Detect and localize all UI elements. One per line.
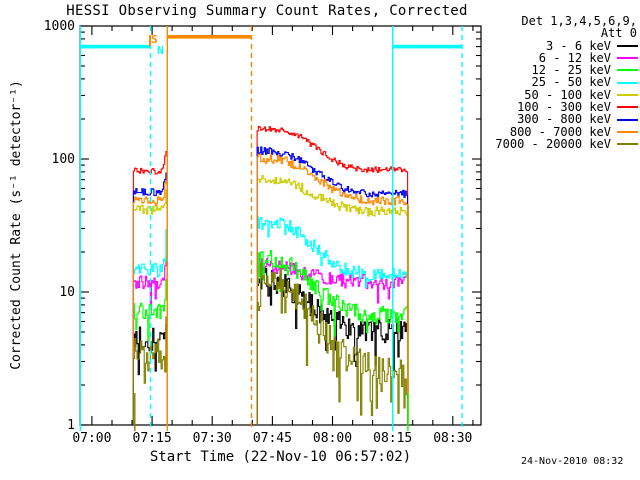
legend-item: 12 - 25 keV [489, 64, 638, 76]
series-50-100keV [256, 174, 409, 424]
creation-timestamp: 24-Nov-2010 08:32 [521, 456, 624, 467]
x-tick-label: 07:15 [133, 431, 172, 446]
series-7000-20000keV [256, 263, 409, 424]
legend-item: 50 - 100 keV [489, 87, 638, 102]
legend-item-swatch [617, 106, 638, 109]
series-300-800keV [132, 172, 168, 424]
saa-flag-tick [149, 35, 151, 46]
legend-item-swatch [617, 44, 638, 47]
legend-item: 7000 - 20000 keV [489, 138, 638, 150]
legend-header-attenuator: Att 0 [600, 26, 637, 41]
x-tick-label: 08:00 [313, 431, 352, 446]
legend-item: 800 - 7000 keV [489, 124, 638, 139]
legend-item: 3 - 6 keV [489, 38, 638, 53]
legend-item-label: 6 - 12 keV [538, 50, 611, 65]
legend-item-label: 7000 - 20000 keV [495, 136, 611, 151]
legend-item: 300 - 800 keV [489, 112, 638, 127]
series-12-25keV [132, 279, 168, 424]
series-25-50keV [256, 216, 409, 424]
x-tick-label: 08:15 [373, 431, 412, 446]
legend-header-detectors: Det 1,3,4,5,6,9, [521, 14, 637, 28]
series-100-300keV [256, 125, 409, 424]
flag-bar [167, 35, 252, 39]
legend-item-label: 300 - 800 keV [517, 112, 611, 127]
saa-flag-label: S [151, 33, 158, 46]
flag-bar [80, 44, 151, 49]
y-tick-label: 10 [59, 285, 75, 300]
legend-item-swatch [617, 81, 638, 84]
legend: Det 1,3,4,5,6,9, Att 0 3 - 6 keV 6 - 12 k… [489, 15, 638, 150]
x-tick-label: 07:45 [253, 431, 292, 446]
series-300-800keV [256, 146, 409, 424]
legend-item: 100 - 300 keV [489, 101, 638, 113]
y-axis-title: Corrected Count Rate (s⁻¹ detector⁻¹) [9, 80, 24, 370]
flag-bar [392, 44, 463, 49]
legend-item-label: 25 - 50 keV [531, 75, 611, 90]
night-flag-label: N [157, 44, 164, 57]
legend-item-swatch [617, 69, 638, 72]
y-tick-label: 1 [67, 418, 75, 433]
legend-item-label: 50 - 100 keV [524, 87, 611, 102]
legend-item-swatch [617, 118, 638, 121]
legend-item-swatch [617, 130, 638, 133]
y-tick-label: 1000 [44, 19, 75, 34]
legend-item-label: 3 - 6 keV [545, 38, 611, 53]
x-tick-label: 08:30 [433, 431, 472, 446]
legend-item-swatch [617, 57, 638, 60]
legend-item-label: 12 - 25 keV [531, 63, 611, 78]
series-25-50keV [132, 229, 168, 424]
legend-entries: 3 - 6 keV 6 - 12 keV 12 - 25 keV 25 - 50 ke… [489, 38, 638, 150]
x-axis-title: Start Time (22-Nov-10 06:57:02) [149, 449, 412, 465]
legend-item-label: 100 - 300 keV [517, 100, 611, 115]
legend-item: 25 - 50 keV [489, 75, 638, 90]
series-12-25keV [256, 249, 409, 424]
series-800-7000keV [256, 153, 409, 424]
y-tick-label: 100 [52, 152, 75, 167]
legend-item-swatch [617, 143, 638, 146]
legend-item-swatch [617, 93, 638, 96]
legend-item-label: 800 - 7000 keV [509, 124, 611, 139]
legend-item: 6 - 12 keV [489, 52, 638, 64]
chart-title: HESSI Observing Summary Count Rates, Cor… [66, 3, 468, 19]
x-tick-label: 07:00 [72, 431, 111, 446]
x-tick-label: 07:30 [193, 431, 232, 446]
